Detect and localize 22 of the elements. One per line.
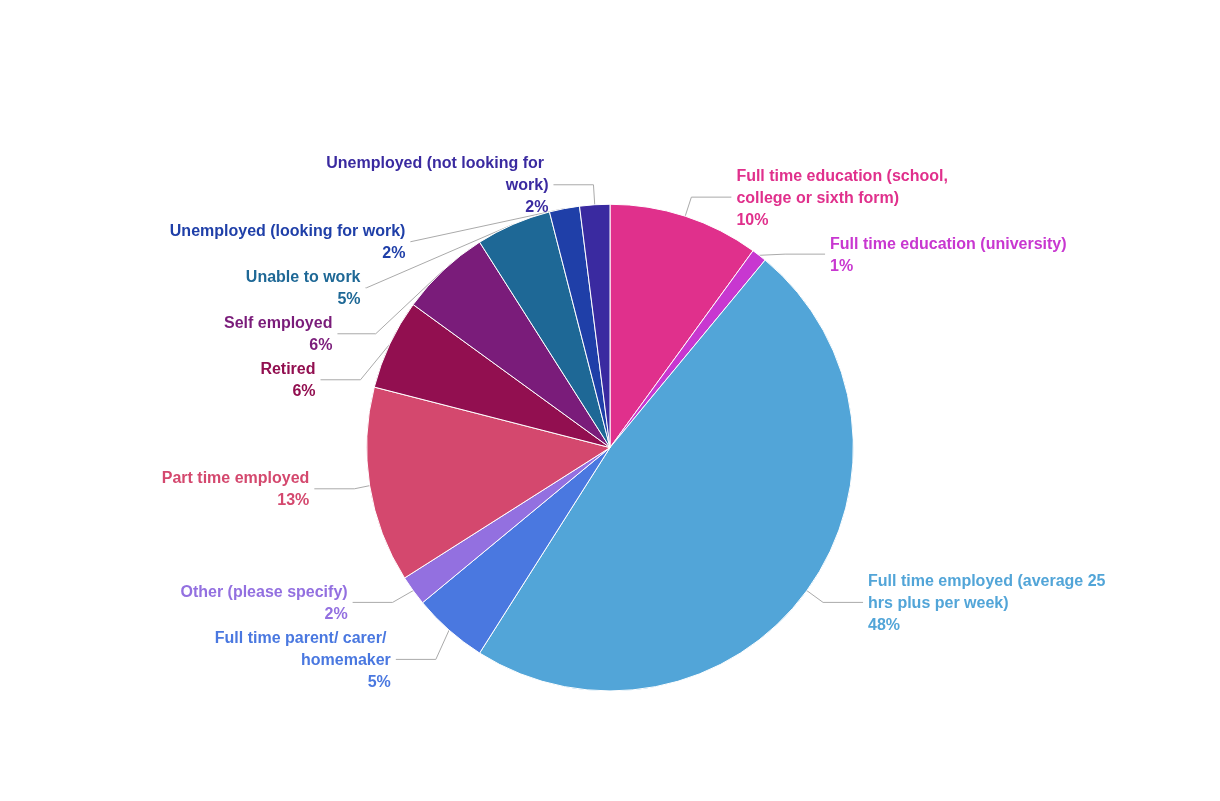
slice-label: Full time employed (average 25 hrs plus per week)	[868, 571, 1110, 611]
slice-label: Full time education (university)	[830, 234, 1067, 252]
slice-label: Unemployed (looking for work)	[169, 222, 406, 240]
slice-label: Part time employed	[161, 469, 310, 487]
data-label: 6%	[309, 336, 333, 354]
slice-label: Self employed	[223, 314, 333, 332]
slice-label: Unable to work	[245, 268, 361, 286]
data-label: 5%	[337, 290, 361, 308]
slice-label: Full time education (school, college or sixth form)	[736, 166, 953, 206]
data-label: 5%	[367, 672, 391, 690]
slice-label: Unemployed (not looking for work)	[326, 154, 549, 194]
slice-label: Full time parent/ carer/ homemaker	[214, 628, 391, 668]
slice-label: Retired	[260, 360, 316, 378]
data-label: 48%	[868, 615, 901, 633]
data-label: 1%	[830, 256, 854, 274]
data-label: 2%	[525, 198, 549, 216]
data-label: 13%	[277, 491, 310, 509]
slice-label: Other (please specify)	[180, 582, 348, 600]
data-label: 2%	[324, 604, 348, 622]
data-label: 6%	[292, 382, 316, 400]
data-label: 2%	[382, 244, 406, 262]
data-label: 10%	[736, 210, 769, 228]
